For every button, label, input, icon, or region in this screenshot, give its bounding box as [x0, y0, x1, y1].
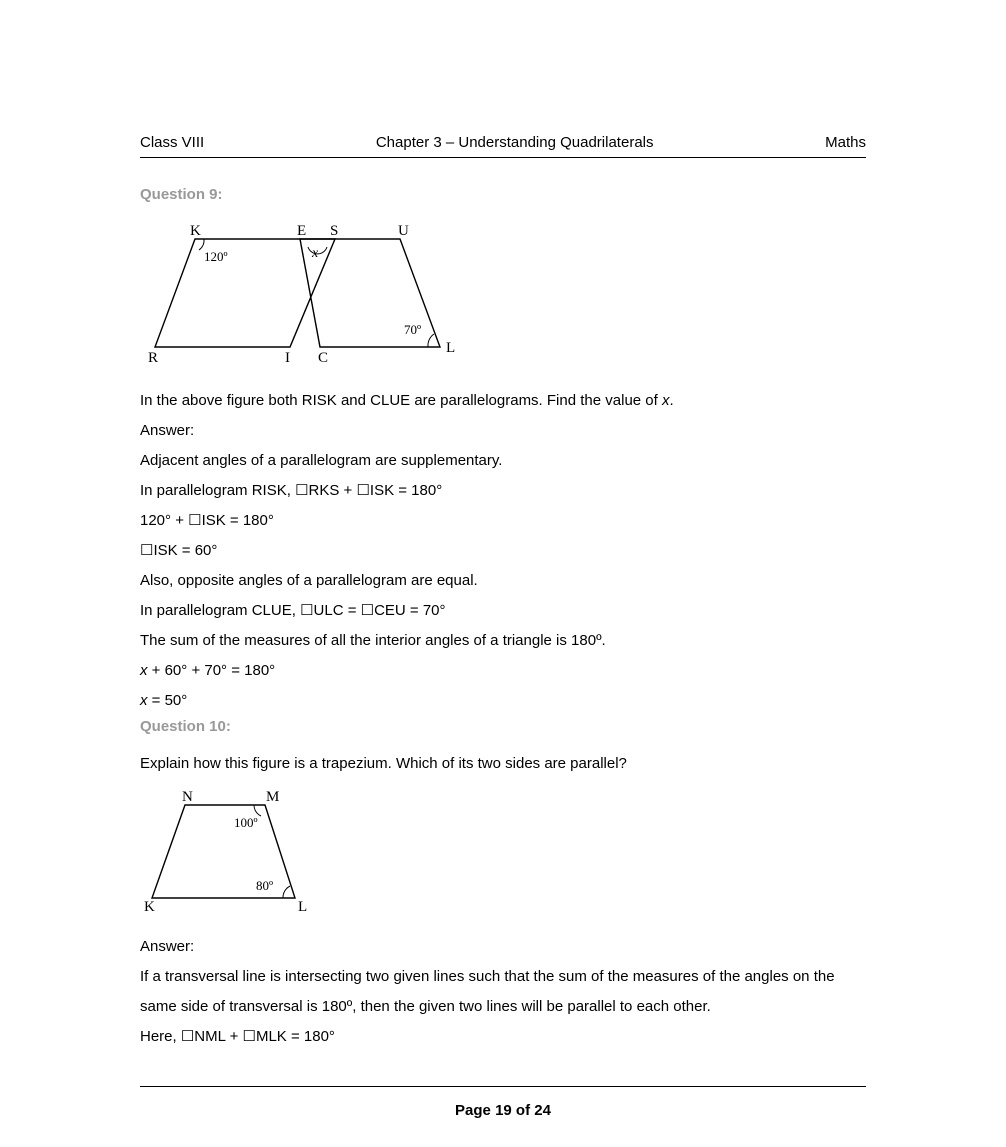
q9-answer-label: Answer: — [140, 416, 866, 446]
label-120: 120º — [204, 249, 228, 264]
label-N: N — [182, 789, 193, 805]
q9-line-3: ☐ISK = 60° — [140, 536, 866, 566]
page-footer: Page 19 of 24 — [0, 1102, 1006, 1119]
label-C: C — [318, 350, 328, 366]
header-center: Chapter 3 – Understanding Quadrilaterals — [376, 134, 654, 151]
q9-eq2-var: x — [140, 692, 148, 709]
q10-answer-label: Answer: — [140, 932, 866, 962]
q9-line-2: 120° + ☐ISK = 180° — [140, 506, 866, 536]
header-right: Maths — [825, 134, 866, 151]
q10-answer: Answer: If a transversal line is interse… — [140, 932, 866, 1052]
label-E: E — [297, 223, 306, 239]
label-M: M — [266, 789, 279, 805]
figure-q9: K E S U R I C L 120º 70º x — [140, 217, 866, 372]
label-K: K — [190, 223, 201, 239]
label-L2: L — [298, 899, 307, 913]
footer-divider — [140, 1086, 866, 1087]
header-left: Class VIII — [140, 134, 204, 151]
q9-prompt-suffix: . — [669, 392, 673, 409]
label-100: 100º — [234, 815, 258, 830]
q9-line-1: In parallelogram RISK, ☐RKS + ☐ISK = 180… — [140, 476, 866, 506]
q9-eq2: x = 50° — [140, 686, 866, 716]
question-9-heading: Question 9: — [140, 186, 866, 203]
q9-eq1-rest: + 60° + 70° = 180° — [148, 662, 276, 679]
q9-line-0: Adjacent angles of a parallelogram are s… — [140, 446, 866, 476]
trapezium-diagram: N M K L 100º 80º — [140, 783, 320, 913]
q9-eq2-rest: = 50° — [148, 692, 188, 709]
parallelogram-diagram: K E S U R I C L 120º 70º x — [140, 217, 460, 367]
q9-line-6: The sum of the measures of all the inter… — [140, 626, 866, 656]
q9-eq1-var: x — [140, 662, 148, 679]
q9-prompt-prefix: In the above figure both RISK and CLUE a… — [140, 392, 662, 409]
q10-para: If a transversal line is intersecting tw… — [140, 962, 866, 1022]
label-70: 70º — [404, 322, 421, 337]
q9-prompt: In the above figure both RISK and CLUE a… — [140, 386, 866, 416]
label-U: U — [398, 223, 409, 239]
q9-line-5: In parallelogram CLUE, ☐ULC = ☐CEU = 70° — [140, 596, 866, 626]
question-10-heading: Question 10: — [140, 718, 866, 735]
q10-line2: Here, ☐NML + ☐MLK = 180° — [140, 1022, 866, 1052]
label-R: R — [148, 350, 158, 366]
q9-line-4: Also, opposite angles of a parallelogram… — [140, 566, 866, 596]
label-x: x — [311, 246, 319, 261]
label-L: L — [446, 340, 455, 356]
page-header: Class VIII Chapter 3 – Understanding Qua… — [140, 134, 866, 158]
label-I: I — [285, 350, 290, 366]
q10-body: Explain how this figure is a trapezium. … — [140, 749, 866, 779]
label-K2: K — [144, 899, 155, 913]
q9-body: In the above figure both RISK and CLUE a… — [140, 386, 866, 716]
label-80: 80º — [256, 878, 273, 893]
q10-prompt: Explain how this figure is a trapezium. … — [140, 749, 866, 779]
label-S: S — [330, 223, 338, 239]
figure-q10: N M K L 100º 80º — [140, 783, 866, 918]
q9-eq1: x + 60° + 70° = 180° — [140, 656, 866, 686]
